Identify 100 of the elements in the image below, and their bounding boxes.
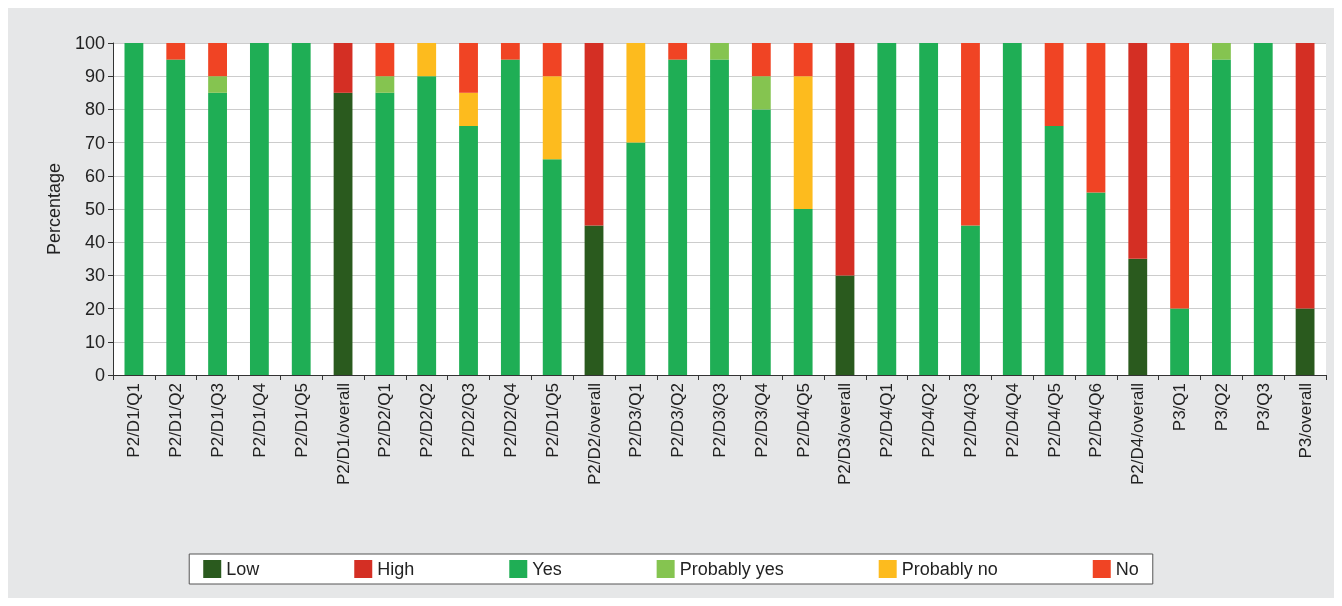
bar — [1253, 43, 1273, 375]
bar — [459, 43, 478, 93]
bar — [710, 59, 729, 375]
y-tick-label: 0 — [94, 365, 105, 385]
bar — [333, 92, 353, 375]
bar — [584, 43, 604, 226]
bar — [710, 43, 729, 60]
legend-label: Probably yes — [679, 559, 784, 579]
x-tick-label: P3/Q2 — [1211, 383, 1231, 432]
x-tick-label: P2/D1/overall — [333, 383, 353, 486]
bar — [208, 92, 227, 375]
bar — [835, 43, 855, 276]
bar — [668, 43, 688, 60]
bar — [626, 43, 646, 143]
bar — [208, 43, 227, 77]
x-tick-label: P2/D4/Q4 — [1002, 383, 1022, 458]
bar — [542, 76, 562, 160]
bar — [793, 209, 813, 375]
bar — [793, 43, 813, 77]
x-tick-label: P2/D4/Q5 — [793, 383, 813, 458]
x-tick-label: P2/D4/Q2 — [919, 383, 939, 458]
y-tick-label: 50 — [84, 199, 105, 219]
x-tick-label: P2/D4/Q5 — [1044, 383, 1064, 458]
bar — [919, 43, 939, 375]
bar — [961, 225, 980, 375]
bar — [500, 59, 520, 375]
bar — [751, 76, 771, 110]
bar — [668, 59, 688, 375]
x-tick-label: P2/D2/Q3 — [459, 383, 479, 458]
x-tick-label: P2/D3/overall — [835, 383, 855, 486]
bar — [1128, 258, 1148, 375]
bar — [375, 76, 395, 93]
x-tick-label: P2/D3/Q3 — [710, 383, 729, 458]
bar — [1002, 43, 1022, 375]
bar — [124, 43, 144, 375]
x-tick-label: P2/D2/Q4 — [500, 383, 520, 458]
bar — [1212, 43, 1231, 60]
y-tick-label: 10 — [84, 331, 105, 352]
x-tick-label: P2/D3/Q2 — [668, 383, 688, 458]
x-tick-label: P2/D4/overall — [1128, 383, 1148, 486]
x-tick-label: P2/D2/Q2 — [417, 383, 437, 458]
bar — [626, 142, 646, 375]
bar — [291, 43, 311, 375]
bar — [1295, 43, 1315, 309]
bar — [166, 59, 186, 375]
y-axis-title: Percentage — [44, 162, 64, 256]
y-tick-label: 70 — [84, 132, 105, 153]
bar — [500, 43, 520, 60]
y-tick-label: 20 — [84, 298, 105, 319]
bar — [877, 43, 897, 375]
bar — [375, 92, 395, 375]
x-tick-label: P2/D4/Q3 — [960, 383, 980, 458]
x-tick-label: P2/D1/Q1 — [124, 383, 144, 458]
x-tick-label: P3/Q3 — [1253, 383, 1273, 432]
x-tick-label: P2/D4/Q1 — [877, 383, 897, 458]
legend-label: Low — [226, 559, 261, 579]
bar — [1086, 43, 1106, 193]
bar — [542, 159, 562, 375]
bar — [1170, 308, 1190, 375]
bar — [1128, 43, 1148, 259]
bar — [793, 76, 813, 209]
bar — [249, 43, 269, 375]
y-tick-label: 40 — [84, 232, 105, 253]
legend-label: High — [377, 559, 415, 579]
x-tick-label: P2/D4/Q6 — [1086, 383, 1106, 458]
bar — [1170, 43, 1190, 309]
bar — [459, 92, 478, 126]
bar — [208, 76, 227, 93]
x-tick-label: P3/overall — [1295, 383, 1315, 459]
bar — [459, 126, 478, 375]
bar — [542, 43, 562, 77]
y-tick-label: 90 — [84, 66, 105, 87]
x-tick-label: P2/D3/Q1 — [626, 383, 646, 458]
x-tick-label: P2/D2/overall — [584, 383, 604, 486]
bar — [961, 43, 980, 226]
y-tick-label: 100 — [74, 33, 105, 53]
bar — [751, 43, 771, 77]
y-tick-label: 80 — [84, 99, 105, 120]
bar — [835, 275, 855, 375]
y-tick-label: 30 — [84, 265, 105, 286]
x-tick-label: P2/D1/Q5 — [291, 383, 311, 458]
bar — [1044, 43, 1064, 126]
bar — [166, 43, 186, 60]
x-tick-label: P3/Q1 — [1170, 383, 1190, 432]
bar — [751, 109, 771, 375]
bar — [1086, 192, 1106, 375]
bar — [417, 43, 437, 77]
x-tick-label: P2/D1/Q5 — [542, 383, 562, 458]
legend-label: Probably no — [901, 559, 998, 579]
bar — [375, 43, 395, 77]
legend-label: No — [1115, 559, 1139, 579]
bar — [1295, 308, 1315, 375]
x-tick-label: P2/D1/Q4 — [249, 383, 269, 458]
bar — [333, 43, 353, 93]
bar — [584, 225, 604, 375]
x-tick-label: P2/D3/Q4 — [751, 383, 771, 458]
bar — [417, 76, 437, 375]
x-tick-label: P2/D1/Q2 — [166, 383, 186, 458]
legend-label: Yes — [532, 559, 562, 579]
x-tick-label: P2/D1/Q3 — [208, 383, 228, 458]
